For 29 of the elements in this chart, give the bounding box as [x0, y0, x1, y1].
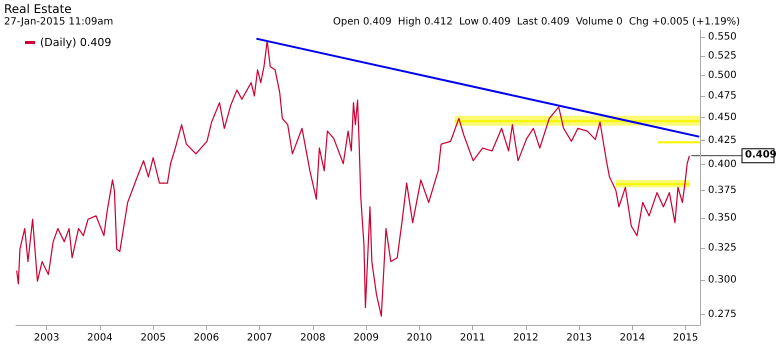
x-tick-label: 2005 [140, 332, 166, 344]
x-tick-label: 2003 [34, 332, 60, 344]
x-tick-label: 2008 [300, 332, 326, 344]
y-tick-label: 0.275 [708, 309, 737, 320]
chart-title: Real Estate [4, 2, 72, 16]
x-tick-label: 2011 [460, 332, 486, 344]
y-tick-label: 0.425 [708, 134, 737, 146]
y-tick-label: 0.375 [708, 185, 737, 196]
y-tick-label: 0.300 [708, 274, 737, 286]
y-tick-label: 0.550 [708, 32, 737, 43]
y-tick-label: 0.400 [708, 159, 737, 170]
y-tick-label: 0.325 [708, 242, 737, 254]
legend-label: (Daily) 0.409 [40, 36, 112, 49]
x-tick-label: 2009 [353, 332, 379, 344]
x-tick-label: 2007 [246, 332, 272, 344]
y-tick-label: 0.525 [708, 50, 737, 62]
x-tick-label: 2004 [87, 332, 113, 344]
x-tick-label: 2015 [672, 332, 698, 344]
x-tick-label: 2014 [620, 332, 646, 344]
y-tick-label: 0.475 [708, 90, 737, 102]
x-tick-label: 2010 [406, 332, 432, 344]
y-tick-label: 0.450 [708, 112, 737, 124]
x-tick-label: 2013 [566, 332, 592, 344]
y-tick-label: 0.350 [708, 212, 737, 224]
x-tick-label: 2006 [194, 332, 220, 344]
text: Open 0.409 High 0.412 Low 0.409 Last 0.409 Volume 0 Chg +0.005 (+1.19%) [333, 16, 740, 28]
text: 27-Jan-2015 11:09am [4, 16, 114, 28]
x-tick-label: 2012 [513, 332, 539, 344]
y-tick-label: 0.500 [708, 70, 737, 81]
